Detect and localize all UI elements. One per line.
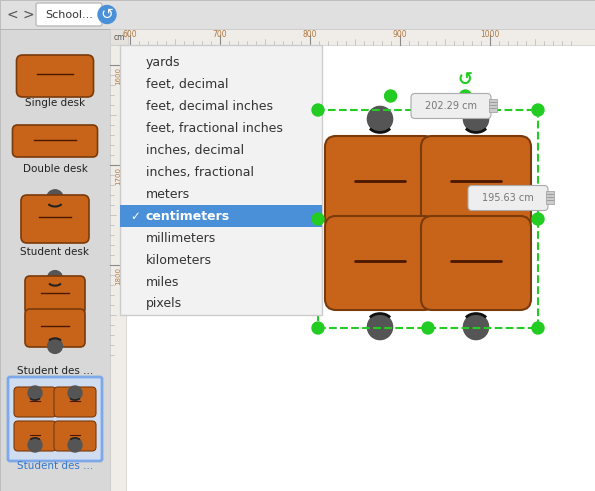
FancyBboxPatch shape: [421, 216, 531, 310]
Text: feet, decimal: feet, decimal: [146, 78, 228, 90]
Bar: [318, 110, 538, 328]
Circle shape: [312, 213, 324, 225]
Text: ↺: ↺: [101, 7, 114, 22]
Text: millimeters: millimeters: [146, 231, 216, 245]
FancyBboxPatch shape: [36, 3, 102, 26]
FancyBboxPatch shape: [325, 136, 435, 230]
FancyBboxPatch shape: [21, 195, 89, 243]
Circle shape: [28, 386, 42, 400]
Circle shape: [459, 90, 471, 102]
Text: <: <: [6, 7, 18, 22]
Circle shape: [532, 213, 544, 225]
Circle shape: [532, 104, 544, 116]
FancyBboxPatch shape: [14, 387, 56, 417]
Bar: [0, 29, 110, 491]
Bar: [0, 0, 595, 29]
Text: 195.63 cm: 195.63 cm: [482, 193, 534, 203]
Text: 1700: 1700: [115, 167, 121, 185]
Text: 800: 800: [303, 30, 317, 39]
Text: ✓: ✓: [130, 210, 140, 222]
FancyBboxPatch shape: [25, 309, 85, 347]
FancyBboxPatch shape: [54, 387, 96, 417]
Circle shape: [28, 438, 42, 452]
FancyBboxPatch shape: [325, 216, 435, 310]
Circle shape: [68, 438, 82, 452]
Text: 700: 700: [212, 30, 227, 39]
FancyBboxPatch shape: [421, 136, 531, 230]
Text: 600: 600: [123, 30, 137, 39]
Bar: [110, 29, 128, 45]
Circle shape: [48, 271, 62, 285]
Text: >: >: [22, 7, 34, 22]
Text: 1600: 1600: [115, 67, 121, 85]
Circle shape: [312, 322, 324, 334]
Circle shape: [367, 314, 393, 340]
Text: feet, fractional inches: feet, fractional inches: [146, 121, 283, 135]
Text: 1000: 1000: [480, 30, 500, 39]
FancyBboxPatch shape: [411, 93, 491, 118]
Text: yards: yards: [146, 55, 180, 69]
Bar: [120, 205, 322, 227]
Text: inches, fractional: inches, fractional: [146, 165, 254, 179]
Bar: [110, 45, 126, 491]
Text: Student des ...: Student des ...: [17, 461, 93, 471]
Circle shape: [68, 386, 82, 400]
FancyBboxPatch shape: [468, 186, 548, 211]
Bar: [110, 29, 595, 45]
FancyBboxPatch shape: [54, 421, 96, 451]
Circle shape: [48, 339, 62, 354]
Text: 900: 900: [393, 30, 408, 39]
Text: inches, decimal: inches, decimal: [146, 143, 244, 157]
FancyBboxPatch shape: [8, 377, 102, 461]
Bar: [489, 99, 497, 112]
Text: centimeters: centimeters: [146, 210, 230, 222]
FancyBboxPatch shape: [17, 55, 93, 97]
Bar: [120, 45, 322, 315]
Circle shape: [422, 104, 434, 116]
Text: meters: meters: [146, 188, 190, 200]
Circle shape: [47, 190, 63, 206]
Circle shape: [422, 322, 434, 334]
Circle shape: [464, 314, 488, 340]
Text: pixels: pixels: [146, 298, 182, 310]
FancyBboxPatch shape: [14, 421, 56, 451]
Circle shape: [312, 104, 324, 116]
Text: Student des ...: Student des ...: [17, 366, 93, 376]
Circle shape: [98, 5, 116, 24]
FancyBboxPatch shape: [25, 276, 85, 314]
Text: feet, decimal inches: feet, decimal inches: [146, 100, 273, 112]
Text: ↺: ↺: [458, 71, 473, 89]
Text: cm: cm: [113, 32, 125, 42]
Text: miles: miles: [146, 275, 179, 289]
Circle shape: [464, 107, 488, 132]
Circle shape: [532, 322, 544, 334]
Circle shape: [384, 90, 397, 102]
Text: Student desk: Student desk: [20, 247, 89, 257]
Text: School...: School...: [45, 9, 93, 20]
Bar: [546, 191, 554, 204]
Text: 1800: 1800: [115, 267, 121, 285]
Circle shape: [367, 107, 393, 132]
FancyBboxPatch shape: [12, 125, 98, 157]
Text: kilometers: kilometers: [146, 253, 212, 267]
Text: Double desk: Double desk: [23, 164, 87, 174]
Text: Single desk: Single desk: [25, 98, 85, 108]
Text: 202.29 cm: 202.29 cm: [425, 101, 477, 111]
